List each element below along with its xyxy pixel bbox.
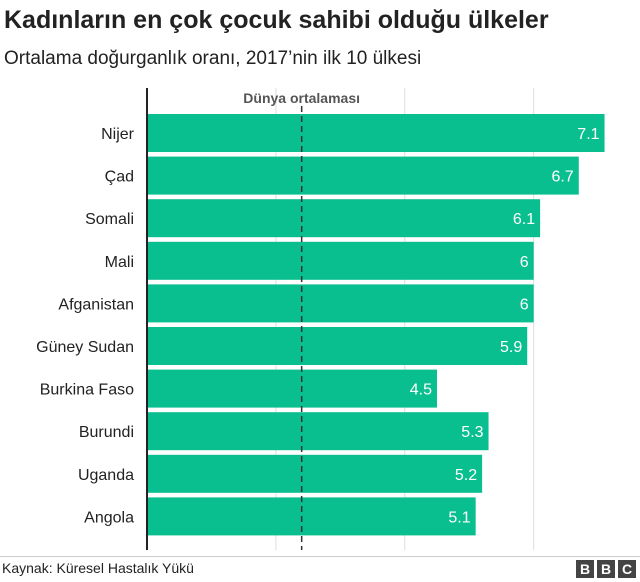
bar-4 bbox=[147, 241, 534, 280]
world-average-label: Dünya ortalaması bbox=[243, 90, 360, 106]
bar-5 bbox=[147, 284, 534, 323]
chart-subtitle: Ortalama doğurganlık oranı, 2017’nin ilk… bbox=[4, 48, 422, 69]
bbc-logo-letter-1: B bbox=[576, 560, 594, 578]
source-note: Kaynak: Küresel Hastalık Yükü bbox=[2, 560, 194, 576]
bbc-logo-letter-3: C bbox=[618, 560, 636, 578]
value-label-8: 5.3 bbox=[461, 424, 483, 441]
value-label-9: 5.2 bbox=[455, 467, 477, 484]
bar-2 bbox=[147, 156, 579, 195]
bar-10 bbox=[147, 497, 476, 536]
bar-6 bbox=[147, 327, 528, 365]
category-label-7: Burkina Faso bbox=[40, 382, 134, 399]
value-label-3: 6.1 bbox=[513, 211, 535, 228]
bar-1 bbox=[147, 114, 605, 152]
category-label-9: Uganda bbox=[78, 467, 134, 484]
chart-title: Kadınların en çok çocuk sahibi olduğu ül… bbox=[4, 6, 549, 34]
value-label-5: 6 bbox=[520, 296, 529, 313]
bar-3 bbox=[147, 199, 541, 238]
value-label-10: 5.1 bbox=[448, 509, 470, 526]
category-label-2: Çad bbox=[105, 169, 134, 186]
category-label-6: Güney Sudan bbox=[36, 339, 134, 356]
category-label-4: Mali bbox=[105, 254, 134, 271]
bar-chart: Nijer 7.1 Çad 6.7 Somali 6.1 Mali 6 Afganistan 6 G… bbox=[36, 88, 605, 550]
category-label-8: Burundi bbox=[79, 424, 134, 441]
value-label-1: 7.1 bbox=[577, 126, 599, 143]
bbc-logo-letter-2: B bbox=[597, 560, 615, 578]
category-label-10: Angola bbox=[84, 509, 134, 526]
category-label-1: Nijer bbox=[101, 126, 135, 143]
value-label-4: 6 bbox=[520, 254, 529, 271]
value-label-7: 4.5 bbox=[410, 382, 432, 399]
value-label-6: 5.9 bbox=[500, 339, 522, 356]
bar-7 bbox=[147, 369, 437, 408]
footer-divider bbox=[0, 556, 640, 557]
bar-8 bbox=[147, 412, 489, 451]
category-label-3: Somali bbox=[85, 211, 134, 228]
bar-9 bbox=[147, 454, 483, 493]
value-label-2: 6.7 bbox=[552, 169, 574, 186]
category-label-5: Afganistan bbox=[58, 296, 134, 313]
